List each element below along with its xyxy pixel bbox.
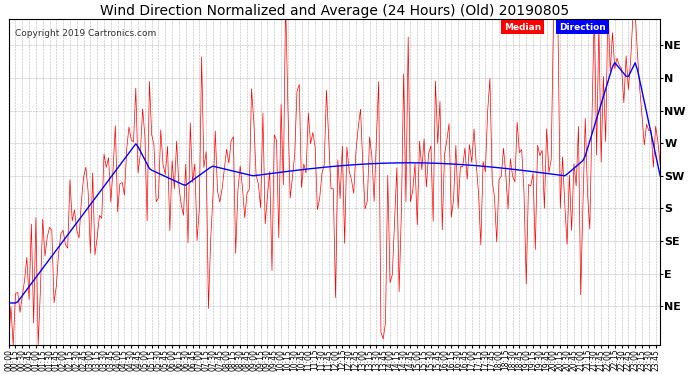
Text: Copyright 2019 Cartronics.com: Copyright 2019 Cartronics.com xyxy=(15,29,157,38)
Title: Wind Direction Normalized and Average (24 Hours) (Old) 20190805: Wind Direction Normalized and Average (2… xyxy=(100,4,569,18)
Text: Direction: Direction xyxy=(559,22,606,32)
Text: Median: Median xyxy=(504,22,541,32)
